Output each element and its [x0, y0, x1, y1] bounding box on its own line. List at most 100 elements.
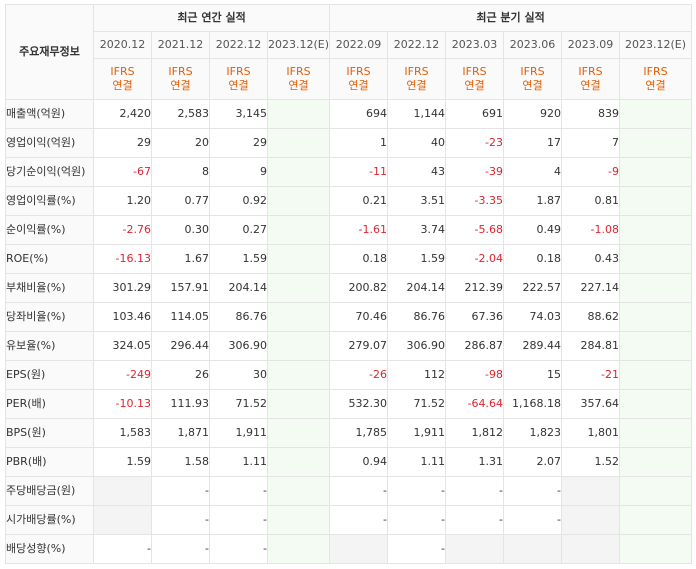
period-header: 2022.12	[387, 31, 447, 59]
value-cell: 306.90	[209, 331, 268, 361]
value-cell: -16.13	[93, 244, 152, 274]
value-cell: -	[329, 476, 389, 506]
value-cell: 286.87	[445, 331, 505, 361]
table-row: 시가배당률(%) - - - - - -	[5, 505, 693, 535]
value-cell: 3.51	[387, 186, 447, 216]
value-cell: -11	[329, 157, 389, 187]
accounting-basis-cell: IFRS 연결	[209, 58, 268, 100]
value-cell: 71.52	[209, 389, 268, 419]
value-cell: -2.04	[445, 244, 505, 274]
value-cell	[619, 534, 693, 564]
value-cell: 532.30	[329, 389, 389, 419]
value-cell: 1,168.18	[503, 389, 563, 419]
row-label: 당기순이익(억원)	[5, 157, 94, 187]
value-cell	[266, 244, 331, 274]
value-cell: 0.27	[209, 215, 268, 245]
value-cell: 1,812	[445, 418, 505, 448]
value-cell: 212.39	[445, 273, 505, 303]
value-cell: -	[151, 534, 210, 564]
value-cell: -1.61	[329, 215, 389, 245]
value-cell	[266, 186, 331, 216]
value-cell	[619, 360, 693, 390]
value-cell	[329, 534, 389, 564]
table-row: 당기순이익(억원) -67 8 9 -11 43 -39 4 -9	[5, 157, 693, 187]
value-cell	[266, 331, 331, 361]
value-cell	[619, 128, 693, 158]
basis-scope: 연결	[348, 79, 369, 92]
value-cell: -26	[329, 360, 389, 390]
value-cell: 74.03	[503, 302, 563, 332]
value-cell	[619, 186, 693, 216]
basis-scope: 연결	[464, 79, 485, 92]
value-cell: 1.59	[93, 447, 152, 477]
value-cell: 1,583	[93, 418, 152, 448]
value-cell	[266, 389, 331, 419]
basis-scope: 연결	[406, 79, 427, 92]
period-header: 2022.09	[329, 31, 389, 59]
value-cell	[266, 447, 331, 477]
value-cell	[619, 447, 693, 477]
table-row: 부채비율(%) 301.29 157.91 204.14 200.82 204.14 212…	[5, 273, 693, 303]
value-cell: 17	[503, 128, 563, 158]
value-cell	[619, 331, 693, 361]
value-cell: 306.90	[387, 331, 447, 361]
value-cell: 8	[151, 157, 210, 187]
value-cell: -	[209, 476, 268, 506]
basis-standard: IFRS	[520, 65, 545, 78]
value-cell: 0.81	[561, 186, 621, 216]
basis-standard: IFRS	[286, 65, 311, 78]
value-cell: 324.05	[93, 331, 152, 361]
value-cell	[266, 215, 331, 245]
value-cell: 1,823	[503, 418, 563, 448]
value-cell: 157.91	[151, 273, 210, 303]
value-cell: 1,911	[209, 418, 268, 448]
value-cell: 2,420	[93, 99, 152, 129]
value-cell: 1.67	[151, 244, 210, 274]
value-cell: 357.64	[561, 389, 621, 419]
value-cell: 112	[387, 360, 447, 390]
value-cell: 691	[445, 99, 505, 129]
row-label: 영업이익(억원)	[5, 128, 94, 158]
value-cell: 0.18	[503, 244, 563, 274]
value-cell: 20	[151, 128, 210, 158]
value-cell: -23	[445, 128, 505, 158]
value-cell: 29	[93, 128, 152, 158]
value-cell: 26	[151, 360, 210, 390]
row-label: PBR(배)	[5, 447, 94, 477]
value-cell: 3.74	[387, 215, 447, 245]
accounting-basis-cell: IFRS 연결	[445, 58, 505, 100]
value-cell: -249	[93, 360, 152, 390]
table-row: ROE(%) -16.13 1.67 1.59 0.18 1.59 -2.04 0.18 0.4…	[5, 244, 693, 274]
value-cell: 0.43	[561, 244, 621, 274]
value-cell	[266, 128, 331, 158]
value-cell: -	[209, 534, 268, 564]
value-cell: 1,801	[561, 418, 621, 448]
value-cell: -	[151, 505, 210, 535]
row-label: 영업이익률(%)	[5, 186, 94, 216]
value-cell: 0.92	[209, 186, 268, 216]
value-cell	[619, 99, 693, 129]
period-header: 2023.09	[561, 31, 621, 59]
value-cell	[619, 215, 693, 245]
value-cell: 30	[209, 360, 268, 390]
value-cell: -3.35	[445, 186, 505, 216]
table-row: 유보율(%) 324.05 296.44 306.90 279.07 306.90 286.…	[5, 331, 693, 361]
value-cell	[266, 360, 331, 390]
value-cell: -1.08	[561, 215, 621, 245]
basis-standard: IFRS	[578, 65, 603, 78]
value-cell: -10.13	[93, 389, 152, 419]
value-cell	[619, 302, 693, 332]
period-header: 2022.12	[209, 31, 268, 59]
value-cell: 86.76	[387, 302, 447, 332]
value-cell: 88.62	[561, 302, 621, 332]
value-cell: 227.14	[561, 273, 621, 303]
value-cell	[619, 476, 693, 506]
row-label: 배당성향(%)	[5, 534, 94, 564]
table-row: 매출액(억원) 2,420 2,583 3,145 694 1,144 691 920 839	[5, 99, 693, 129]
value-cell: -2.76	[93, 215, 152, 245]
basis-scope: 연결	[522, 79, 543, 92]
value-cell: -	[151, 476, 210, 506]
accounting-basis-cell: IFRS 연결	[151, 58, 210, 100]
accounting-basis-cell: IFRS 연결	[387, 58, 447, 100]
period-header: 2020.12	[93, 31, 152, 59]
